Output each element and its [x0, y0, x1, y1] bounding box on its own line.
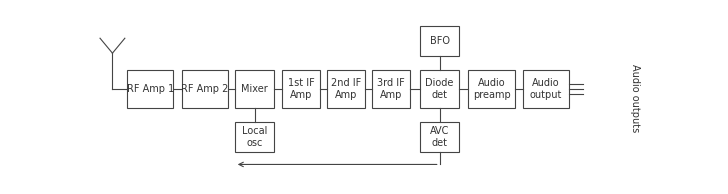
Text: 1st IF
Amp: 1st IF Amp [288, 78, 314, 100]
FancyBboxPatch shape [421, 70, 459, 108]
FancyBboxPatch shape [421, 26, 459, 56]
FancyBboxPatch shape [523, 70, 569, 108]
Text: BFO: BFO [430, 36, 450, 46]
FancyBboxPatch shape [235, 122, 274, 152]
FancyBboxPatch shape [182, 70, 228, 108]
Text: RF Amp 1: RF Amp 1 [127, 84, 174, 94]
Text: RF Amp 2: RF Amp 2 [181, 84, 229, 94]
Text: Diode
det: Diode det [425, 78, 454, 100]
FancyBboxPatch shape [468, 70, 515, 108]
FancyBboxPatch shape [235, 70, 274, 108]
Text: 3rd IF
Amp: 3rd IF Amp [377, 78, 405, 100]
Text: Local
osc: Local osc [242, 126, 267, 148]
Text: Mixer: Mixer [241, 84, 268, 94]
Text: Audio
preamp: Audio preamp [472, 78, 510, 100]
FancyBboxPatch shape [327, 70, 365, 108]
FancyBboxPatch shape [282, 70, 320, 108]
Text: Audio
output: Audio output [529, 78, 562, 100]
Text: 2nd IF
Amp: 2nd IF Amp [331, 78, 361, 100]
FancyBboxPatch shape [127, 70, 173, 108]
Text: Audio outputs: Audio outputs [630, 64, 641, 132]
Text: AVC
det: AVC det [430, 126, 449, 148]
FancyBboxPatch shape [421, 122, 459, 152]
FancyBboxPatch shape [372, 70, 411, 108]
